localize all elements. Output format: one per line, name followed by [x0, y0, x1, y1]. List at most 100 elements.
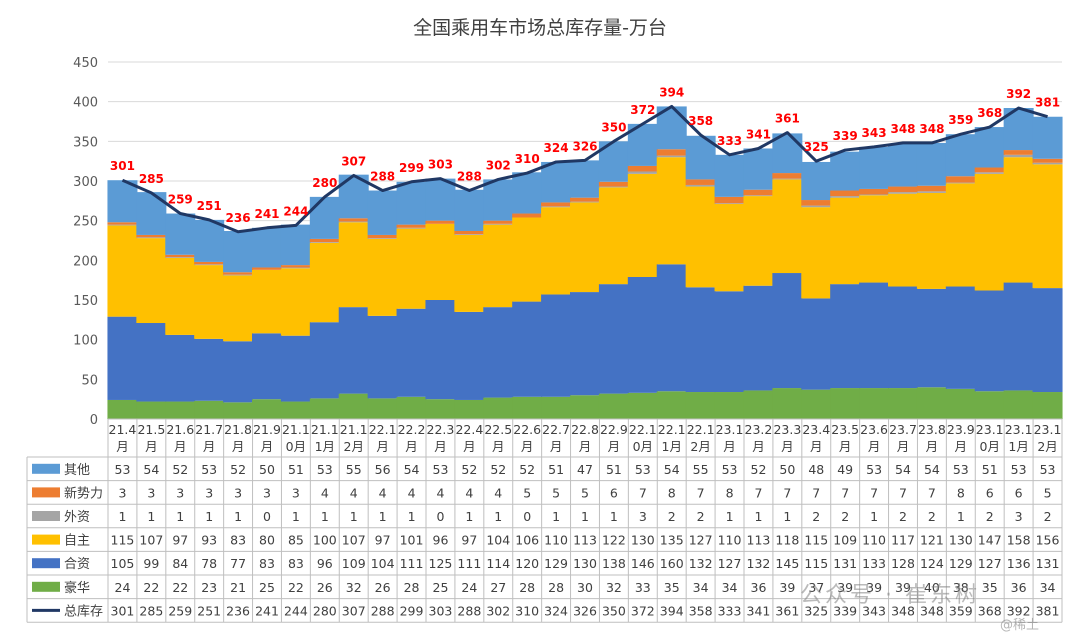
table-cell: 109	[833, 533, 857, 548]
bar-segment	[859, 388, 890, 419]
table-cell: 55	[693, 462, 709, 477]
bar-segment	[801, 298, 832, 390]
bar-segment	[1003, 154, 1034, 158]
x-tick-label: 月	[492, 439, 505, 454]
x-tick-label: 23.4	[802, 422, 830, 437]
table-cell: 3	[292, 485, 300, 500]
bar-segment	[425, 178, 456, 221]
bar-segment	[830, 190, 861, 197]
table-cell: 1	[205, 509, 213, 524]
total-data-label: 259	[168, 193, 193, 207]
y-tick-label: 450	[73, 56, 98, 71]
x-tick-label: 月	[116, 439, 129, 454]
total-data-label: 280	[312, 176, 337, 190]
table-cell: 53	[635, 462, 651, 477]
bar-segment	[252, 267, 282, 270]
table-cell: 307	[342, 603, 366, 618]
table-cell: 54	[895, 462, 911, 477]
bar-segment	[743, 189, 774, 196]
y-tick-label: 50	[81, 373, 98, 388]
bar-segment	[512, 213, 543, 218]
bar-segment	[541, 294, 572, 397]
table-cell: 52	[490, 462, 506, 477]
legend-label: 新势力	[64, 485, 103, 501]
total-data-label: 348	[919, 122, 944, 136]
table-cell: 7	[899, 485, 907, 500]
bar-segment	[743, 285, 774, 391]
bar-segment	[136, 401, 167, 419]
total-data-label: 288	[457, 170, 482, 184]
bar-segment	[916, 185, 947, 192]
bar-segment	[165, 254, 196, 258]
table-cell: 132	[689, 556, 713, 571]
bar-segment	[685, 392, 716, 419]
total-data-label: 288	[370, 170, 395, 184]
legend-label: 外资	[64, 510, 90, 525]
table-cell: 8	[957, 485, 965, 500]
table-cell: 121	[920, 533, 944, 548]
watermark: 公众号 · 崔东树	[800, 583, 980, 608]
bar-segment	[252, 269, 282, 334]
bar-segment	[598, 187, 629, 285]
bar-segment	[338, 393, 369, 419]
bar-segment	[598, 393, 629, 419]
table-cell: 25	[433, 580, 449, 595]
bar-segment	[888, 192, 918, 194]
x-tick-label: 23.1	[976, 422, 1004, 437]
x-tick-label: 22.7	[542, 422, 570, 437]
table-cell: 53	[1011, 462, 1027, 477]
x-tick-label: 月	[868, 439, 881, 454]
x-tick-label: 22.1	[629, 422, 657, 437]
table-cell: 7	[870, 485, 878, 500]
table-cell: 26	[317, 580, 333, 595]
y-tick-label: 200	[73, 254, 98, 269]
table-cell: 53	[722, 462, 738, 477]
bar-segment	[772, 388, 803, 419]
x-tick-label: 月	[781, 439, 794, 454]
table-cell: 110	[718, 533, 742, 548]
table-cell: 22	[288, 580, 304, 595]
legend-label: 自主	[64, 534, 90, 549]
table-cell: 381	[1036, 603, 1060, 618]
table-cell: 131	[1036, 556, 1060, 571]
table-cell: 7	[812, 485, 820, 500]
bar-segment	[194, 261, 225, 265]
bars	[107, 106, 1063, 419]
bar-segment	[830, 388, 861, 419]
table-cell: 25	[259, 580, 275, 595]
x-tick-label: 21.1	[282, 422, 310, 437]
table-cell: 1	[726, 509, 734, 524]
bar-segment	[367, 238, 398, 239]
bar-segment	[454, 234, 485, 312]
table-cell: 28	[548, 580, 564, 595]
x-tick-label: 23.6	[860, 422, 888, 437]
table-cell: 1	[465, 509, 473, 524]
bar-segment	[425, 399, 456, 419]
table-cell: 53	[1040, 462, 1056, 477]
table-cell: 3	[639, 509, 647, 524]
table-cell: 122	[602, 533, 626, 548]
bar-segment	[570, 201, 600, 203]
total-data-label: 339	[833, 129, 858, 143]
table-cell: 28	[404, 580, 420, 595]
bar-segment	[598, 181, 629, 187]
total-data-label: 299	[399, 161, 424, 175]
bar-segment	[454, 399, 485, 419]
table-cell: 80	[259, 533, 275, 548]
total-data-label: 326	[572, 139, 597, 153]
bar-segment	[801, 161, 832, 201]
x-tick-label: 月	[550, 439, 563, 454]
table-cell: 21	[230, 580, 246, 595]
table-cell: 259	[168, 603, 192, 618]
table-cell: 1	[783, 509, 791, 524]
x-tick-label: 月	[955, 439, 968, 454]
table-cell: 7	[697, 485, 705, 500]
x-tick-label: 22.1	[658, 422, 686, 437]
x-tick-label: 23.9	[947, 422, 975, 437]
total-data-label: 358	[688, 114, 713, 128]
bar-segment	[830, 151, 861, 191]
table-cell: 52	[172, 462, 188, 477]
table-cell: 4	[494, 485, 502, 500]
table-cell: 7	[928, 485, 936, 500]
bar-segment	[425, 223, 456, 300]
